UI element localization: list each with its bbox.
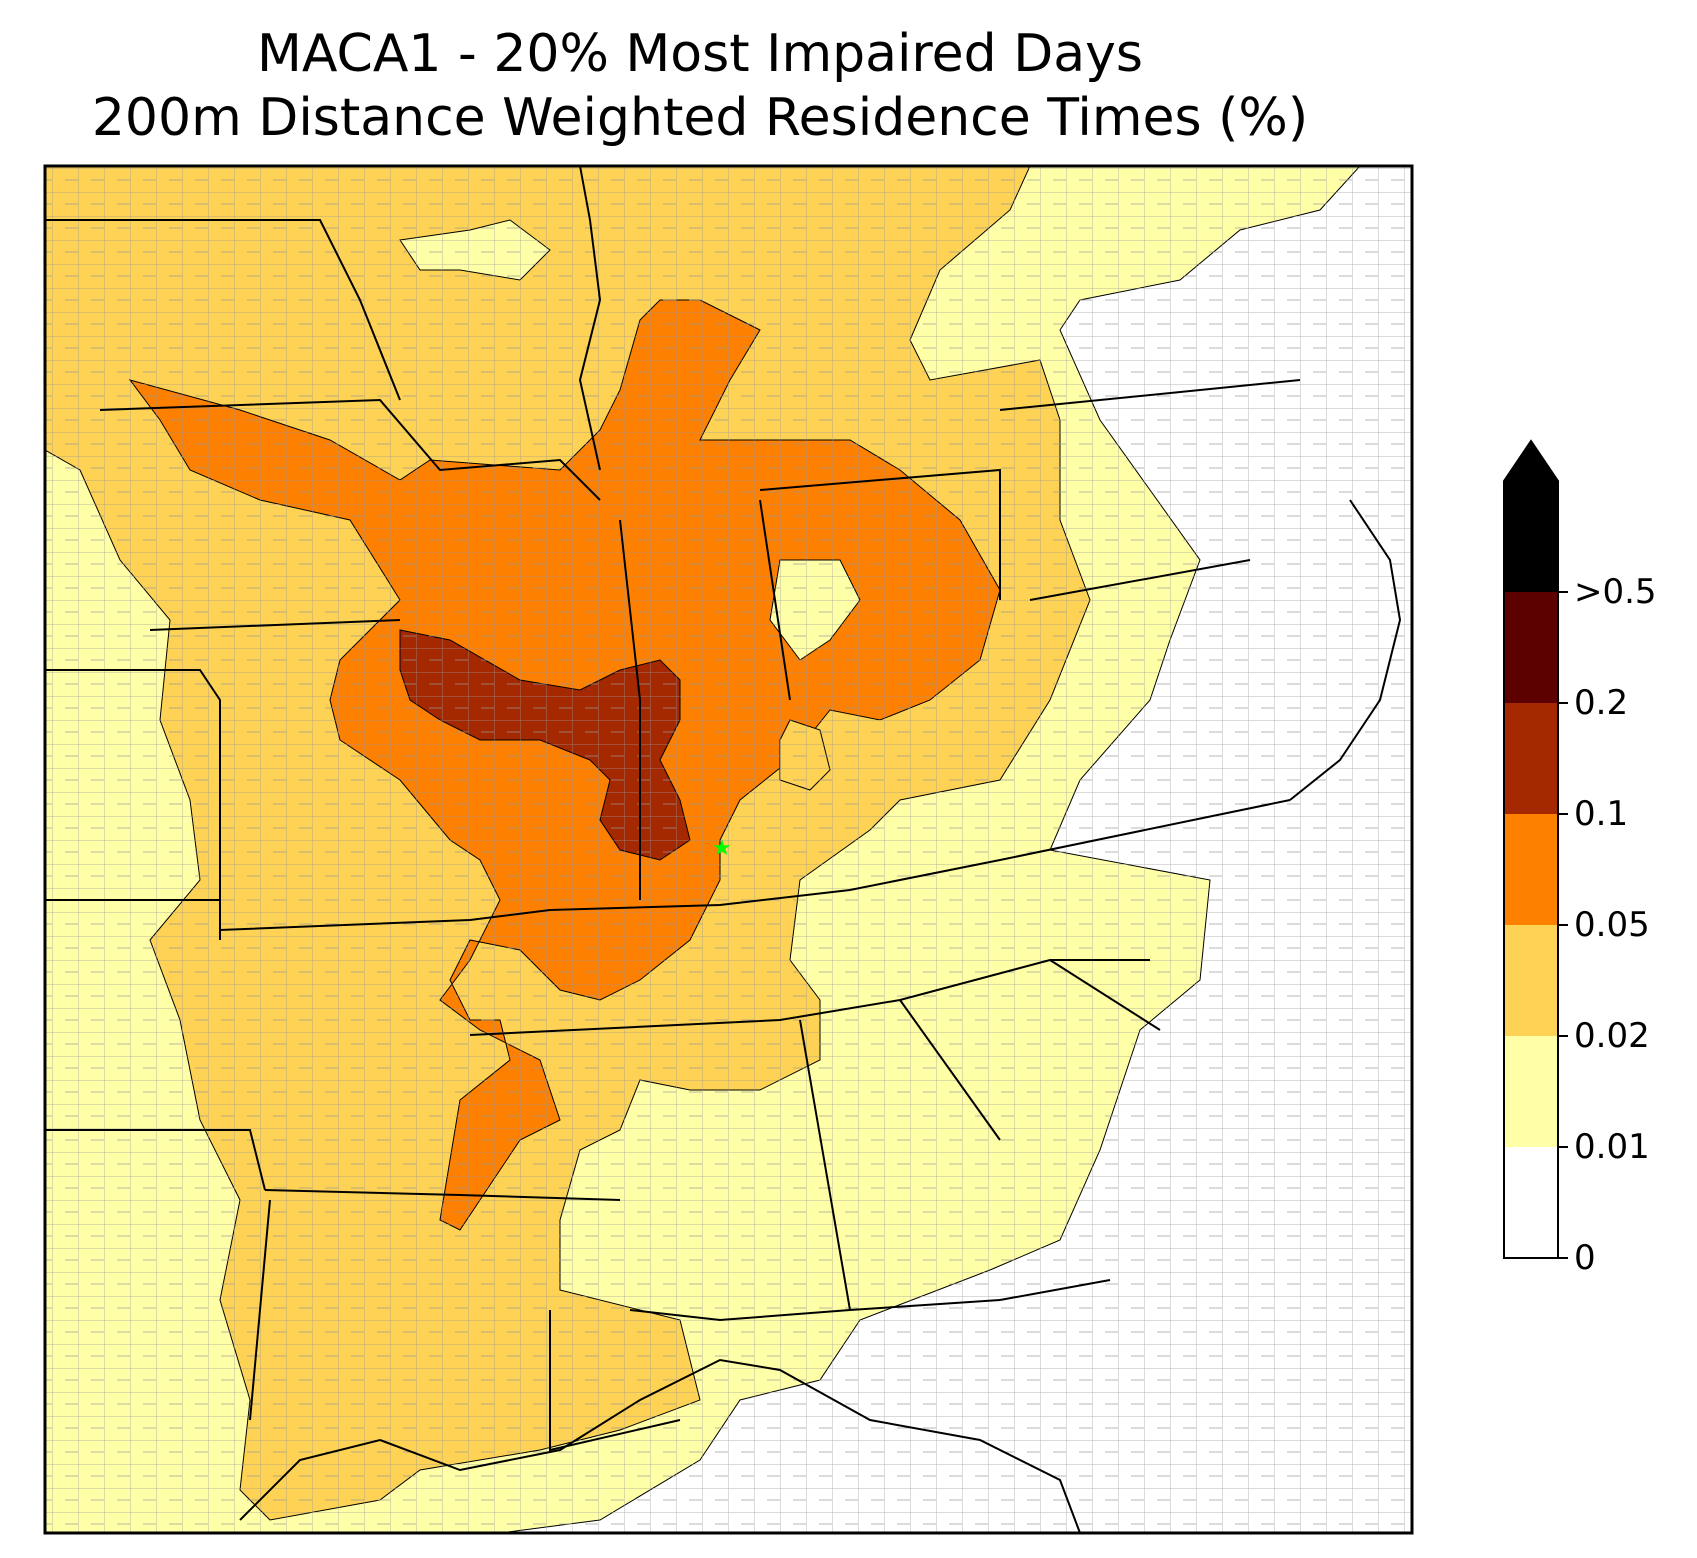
colorbar-bin bbox=[1504, 814, 1558, 925]
colorbar-tick-label: 0.02 bbox=[1574, 1016, 1650, 1056]
colorbar-bin bbox=[1504, 703, 1558, 814]
receptor-star-icon: ★ bbox=[712, 836, 732, 861]
map-panel: ★ bbox=[45, 166, 1412, 1533]
coastlines bbox=[239, 166, 1402, 1533]
colorbar-extend-arrow bbox=[1504, 441, 1558, 481]
colorbar-bin bbox=[1504, 1147, 1558, 1258]
map-title: MACA1 - 20% Most Impaired Days 200m Dist… bbox=[0, 22, 1400, 150]
county-boundaries bbox=[45, 166, 1412, 1533]
colorbar-tick-label: 0 bbox=[1574, 1238, 1596, 1278]
title-line-2: 200m Distance Weighted Residence Times (… bbox=[91, 88, 1309, 148]
colorbar-outline bbox=[1503, 439, 1559, 1259]
state-boundaries bbox=[45, 219, 1301, 1452]
colorbar-tick-label: 0.01 bbox=[1574, 1127, 1650, 1167]
colorbar-tick-label: 0.05 bbox=[1574, 905, 1650, 945]
colorbar-bin bbox=[1504, 925, 1558, 1036]
colorbar-tick-label: 0.1 bbox=[1574, 794, 1629, 834]
map-frame bbox=[43, 164, 1414, 1535]
colorbar bbox=[1503, 439, 1568, 1259]
colorbar-tick-label: >0.5 bbox=[1574, 572, 1657, 612]
colorbar-bin bbox=[1504, 592, 1558, 703]
colorbar-tick-label: 0.2 bbox=[1574, 683, 1629, 723]
colorbar-bin bbox=[1504, 1036, 1558, 1147]
title-line-1: MACA1 - 20% Most Impaired Days bbox=[257, 24, 1143, 84]
colorbar-bin bbox=[1504, 481, 1558, 592]
